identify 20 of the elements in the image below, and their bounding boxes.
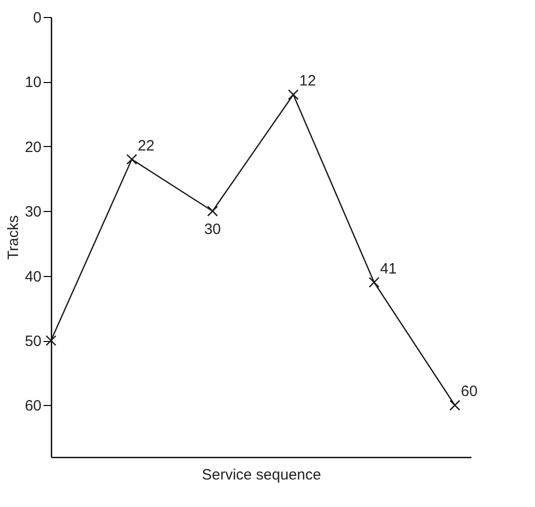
- y-tick-label: 40: [24, 268, 42, 286]
- y-tick-label: 0: [33, 10, 42, 26]
- x-axis-title: Service sequence: [202, 466, 322, 484]
- y-tick-label: 10: [24, 74, 42, 92]
- text: 12: [299, 72, 316, 90]
- point: [46, 335, 56, 346]
- y-tick-label: 30: [24, 204, 42, 221]
- text: 22: [138, 137, 154, 154]
- text: 41: [380, 260, 397, 278]
- y-tick-label: 50: [24, 333, 42, 350]
- point: [288, 89, 299, 100]
- y-tick-label: 60: [24, 398, 42, 415]
- text: 60: [460, 383, 478, 400]
- point: [207, 206, 218, 217]
- y-tick-label: 20: [24, 138, 42, 156]
- point: [126, 154, 138, 165]
- text: 30: [204, 221, 221, 238]
- y-axis-title: Tracks: [4, 215, 22, 260]
- point: [368, 276, 380, 288]
- point: [449, 400, 460, 411]
